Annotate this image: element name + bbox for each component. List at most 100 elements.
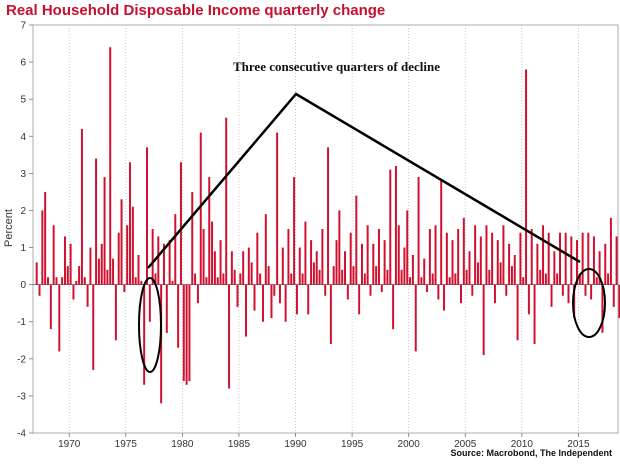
bar-168 [510, 266, 513, 285]
bar-205 [615, 236, 618, 285]
bar-123 [383, 240, 386, 285]
bar-11 [66, 266, 69, 285]
bar-108 [341, 269, 344, 285]
x-tick-label-1995: 1995 [341, 439, 364, 450]
x-tick-label-1985: 1985 [228, 439, 251, 450]
bar-126 [392, 284, 395, 330]
bar-124 [386, 269, 389, 285]
bar-118 [369, 284, 372, 296]
bar-10 [63, 236, 66, 285]
y-tick-label-1: 1 [20, 243, 26, 254]
bar-172 [522, 277, 525, 285]
bar-116 [363, 273, 366, 285]
plot-border [32, 24, 619, 434]
bar-201 [604, 243, 607, 285]
bar-48 [171, 280, 174, 285]
y-tick-label--3: -3 [17, 391, 26, 402]
bar-86 [278, 284, 281, 304]
bar-115 [361, 243, 363, 285]
bar-6 [52, 225, 55, 285]
bar-148 [454, 273, 457, 285]
bar-171 [519, 232, 522, 285]
bar-3 [44, 191, 47, 285]
bar-127 [394, 165, 397, 285]
bar-66 [222, 273, 225, 285]
bar-81 [264, 214, 267, 285]
bar-95 [304, 221, 307, 285]
y-axis-label: Percent [3, 209, 15, 247]
bar-185 [559, 232, 561, 285]
bar-33 [129, 162, 132, 285]
bar-46 [165, 284, 168, 333]
bar-162 [493, 284, 496, 304]
y-tick-label--2: -2 [17, 354, 26, 365]
bar-42 [154, 273, 157, 285]
y-axis-ticks: -4 -3 -2 -1 0 1 2 3 4 5 6 7 [17, 21, 33, 440]
bar-138 [426, 284, 429, 293]
bar-13 [72, 284, 75, 300]
bar-47 [168, 240, 171, 285]
bar-109 [344, 251, 347, 285]
bar-157 [479, 236, 482, 285]
bar-26 [109, 47, 112, 285]
bar-100 [318, 269, 321, 285]
bar-15 [78, 266, 81, 285]
bar-173 [525, 69, 528, 285]
x-tick-label-1970: 1970 [58, 439, 81, 450]
bar-163 [496, 240, 499, 285]
bar-32 [126, 225, 129, 285]
bar-16 [80, 128, 83, 285]
bar-5 [49, 284, 52, 330]
bar-143 [440, 180, 443, 285]
bar-107 [338, 210, 341, 285]
bar-85 [276, 132, 279, 285]
bar-94 [301, 273, 304, 285]
bar-122 [380, 284, 383, 293]
bar-99 [315, 251, 318, 285]
bar-56 [194, 273, 197, 285]
bar-182 [550, 284, 553, 307]
x-tick-label-1975: 1975 [115, 439, 138, 450]
bar-194 [584, 284, 587, 296]
x-tick-label-2015: 2015 [567, 439, 590, 450]
bar-159 [485, 225, 488, 285]
bar-12 [69, 243, 72, 285]
bar-113 [355, 195, 358, 285]
bar-96 [307, 284, 310, 315]
bar-188 [567, 284, 570, 304]
bar-119 [372, 243, 375, 285]
bar-189 [570, 236, 573, 285]
bar-105 [332, 266, 335, 285]
bar-186 [561, 284, 564, 296]
bar-38 [143, 284, 146, 385]
bar-74 [245, 284, 247, 337]
bar-53 [185, 284, 188, 385]
bar-202 [607, 273, 610, 285]
bar-36 [137, 254, 140, 285]
bar-28 [114, 284, 117, 341]
bar-49 [174, 214, 177, 285]
bar-112 [352, 266, 355, 285]
x-tick-label-1980: 1980 [171, 439, 194, 450]
bar-102 [324, 284, 327, 296]
bar-160 [488, 269, 491, 285]
bar-92 [295, 284, 298, 315]
bar-97 [310, 240, 313, 285]
annotation-triangle [147, 92, 581, 269]
bar-58 [199, 132, 202, 285]
bar-30 [120, 199, 123, 285]
bar-55 [191, 191, 194, 285]
bar-104 [329, 284, 332, 344]
bar-77 [253, 284, 256, 311]
bar-191 [575, 240, 578, 285]
bar-20 [92, 284, 95, 370]
bar-14 [75, 280, 78, 285]
bar-117 [366, 225, 369, 285]
bar-141 [434, 225, 437, 285]
bar-161 [491, 232, 494, 285]
bar-146 [448, 277, 451, 285]
bar-199 [598, 251, 601, 285]
bar-79 [259, 273, 262, 285]
bar-43 [157, 236, 160, 285]
